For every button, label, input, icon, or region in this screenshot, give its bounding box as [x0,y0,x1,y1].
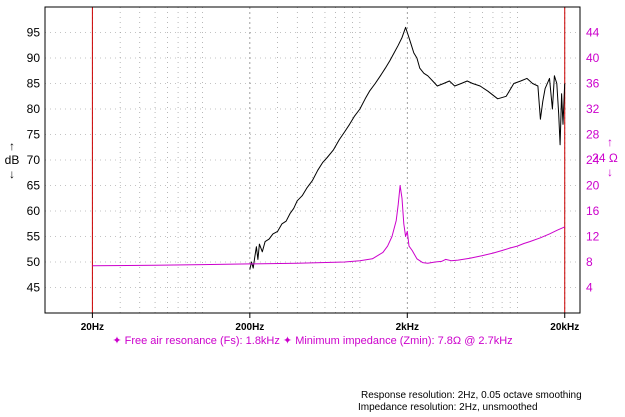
series-lines [92,26,566,270]
right-tick-label: 4 [586,281,593,295]
right-axis-label: 24 Ω [592,151,618,165]
right-tick-label: 36 [586,77,600,91]
right-tick-label: 20 [586,179,600,193]
left-tick-label: 80 [27,102,41,116]
response-series-line [249,26,566,270]
right-tick-label: 24 [586,153,600,167]
right-tick-label: 8 [586,255,593,269]
right-tick-label: 28 [586,128,600,142]
right-tick-label: 12 [586,230,600,244]
grid-lines [45,7,580,313]
left-tick-label: 65 [27,179,41,193]
impedance-resolution-note: Impedance resolution: 2Hz, unsmoothed [358,402,538,413]
right-axis-label-arrow-up: ↑ [607,135,613,149]
right-axis-ticks: 4 8 12 16 20 24 28 32 36 40 44 [586,26,600,295]
left-tick-label: 70 [27,153,41,167]
chart-legend: ✦ Free air resonance (Fs): 1.8kHz ✦ Mini… [112,335,513,347]
left-axis-label: dB [5,153,20,167]
left-tick-label: 85 [27,77,41,91]
impedance-series-line [92,185,565,267]
frequency-markers [91,7,566,313]
x-tick-label: 2kHz [396,322,419,333]
right-tick-label: 16 [586,204,600,218]
right-tick-label: 44 [586,26,600,40]
left-tick-label: 45 [27,281,41,295]
left-tick-label: 55 [27,230,41,244]
plot-frame [44,6,581,314]
left-axis-ticks: 45 50 55 60 65 70 75 80 85 90 95 [27,26,41,295]
left-tick-label: 90 [27,51,41,65]
left-tick-label: 60 [27,204,41,218]
response-resolution-note: Response resolution: 2Hz, 0.05 octave sm… [361,390,582,401]
x-tick-label: 200Hz [235,322,264,333]
x-axis-ticks: 20Hz 200Hz 2kHz 20kHz [81,313,579,333]
x-tick-label: 20Hz [81,322,104,333]
left-tick-label: 95 [27,26,41,40]
left-axis-label-arrow-up: ↑ [9,139,15,153]
left-axis-label-arrow-down: ↓ [9,167,15,181]
left-tick-label: 75 [27,128,41,142]
x-tick-label: 20kHz [550,322,579,333]
right-tick-label: 40 [586,51,600,65]
right-tick-label: 32 [586,102,600,116]
left-tick-label: 50 [27,255,41,269]
right-axis-label-arrow-down: ↓ [607,165,613,179]
